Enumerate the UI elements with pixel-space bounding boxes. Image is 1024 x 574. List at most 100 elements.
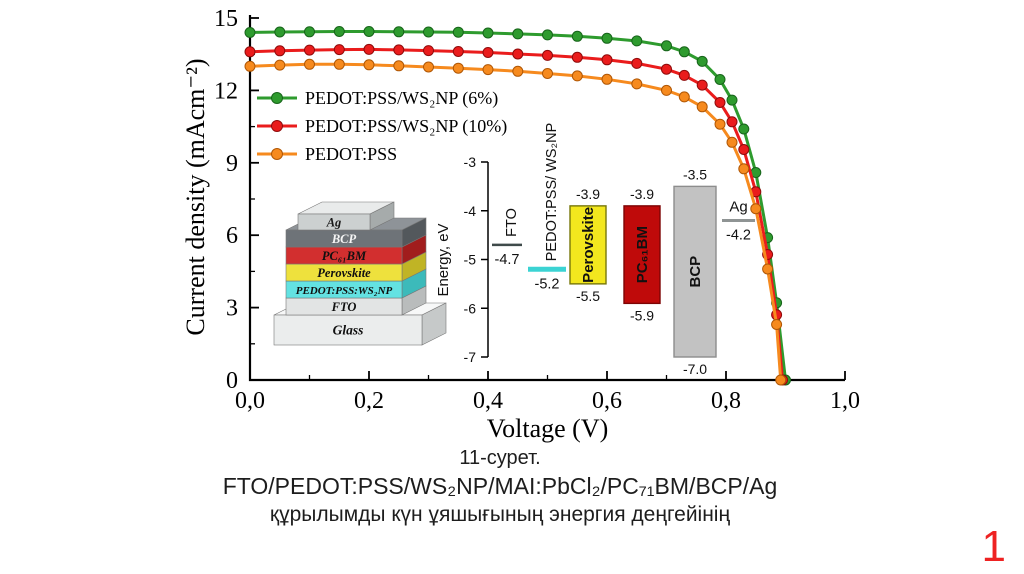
series-marker: [452, 46, 464, 57]
series-marker: [452, 26, 464, 38]
series-marker: [696, 55, 708, 67]
series-marker: [775, 374, 787, 386]
series-marker: [631, 35, 643, 47]
series-marker: [542, 68, 553, 79]
energy-value: -4.2: [726, 228, 751, 244]
series-marker: [244, 27, 256, 38]
energy-top-value: -3.5: [683, 166, 707, 182]
energy-bar-label: Perovskite: [580, 207, 597, 283]
legend-item: PEDOT:PSS/WS₂NP (6%): [256, 84, 507, 112]
series-marker: [738, 123, 750, 135]
series-marker: [714, 118, 726, 130]
series-marker: [452, 62, 464, 74]
series-marker: [542, 49, 553, 61]
series-marker: [750, 203, 762, 215]
series-marker: [738, 144, 750, 155]
series-marker: [601, 32, 613, 44]
energy-tick-label: -4: [464, 203, 477, 219]
x-tick-label: 0,4: [473, 388, 503, 414]
series-marker: [762, 263, 774, 275]
series-marker: [304, 44, 315, 56]
caption: 11-сурет. FTO/PEDOT:PSS/WS₂NP/MAI:PbCl₂/…: [0, 447, 1000, 527]
series-marker: [726, 116, 738, 128]
energy-tick-label: -7: [464, 349, 477, 365]
layer-label: FTO: [331, 300, 357, 314]
series-marker: [678, 91, 690, 103]
slide-number: 1: [981, 522, 1006, 571]
series-marker: [678, 69, 690, 81]
y-tick-label: 0: [226, 368, 238, 394]
series-marker: [571, 51, 583, 63]
x-tick-label: 0,0: [235, 388, 265, 414]
series-marker: [304, 58, 315, 70]
x-axis-title: Voltage (V): [486, 414, 609, 443]
energy-bar: [623, 205, 661, 305]
y-tick-label: 15: [214, 6, 238, 32]
energy-level-diagram: -3 -4 -5 -6 -7 Energy, eV -4.7 FTO -5.2 PEDOT:PSS…: [435, 123, 755, 377]
energy-bar-label: BCP: [687, 256, 704, 288]
series-marker: [423, 26, 434, 38]
series-marker: [244, 60, 256, 72]
series-marker: [661, 84, 672, 96]
x-tick-label: 0,8: [711, 388, 741, 414]
energy-item-label: FTO: [504, 208, 520, 237]
series-marker: [393, 60, 405, 72]
series-marker: [601, 54, 613, 66]
series-marker: [512, 65, 524, 77]
energy-bar: [569, 205, 607, 285]
series-marker: [363, 43, 375, 55]
x-tick-label: 0,2: [354, 388, 384, 414]
series-marker: [393, 26, 405, 38]
series-marker: [661, 63, 672, 75]
layer-front-face: [297, 213, 371, 231]
y-tick-label: 6: [226, 223, 238, 249]
device-structure-inset: Glass FTO PEDOT:PSS:WS₂NP Perovskite PC₆₁BM B…: [273, 201, 447, 346]
energy-bottom-value: -5.9: [630, 307, 654, 323]
layer-label: Glass: [333, 323, 364, 338]
energy-bar: [673, 185, 717, 358]
layer-label: PEDOT:PSS:WS₂NP: [296, 285, 393, 297]
series-marker: [333, 44, 345, 56]
series-marker: [274, 26, 286, 38]
series-marker-icon: [256, 146, 298, 162]
series-marker: [571, 70, 583, 82]
legend-label: PEDOT:PSS/WS₂NP (10%): [305, 115, 508, 136]
series-marker: [714, 74, 726, 85]
series-marker: [393, 44, 405, 56]
legend-label: PEDOT:PSS: [305, 143, 398, 164]
series-marker: [274, 59, 286, 71]
energy-tick-label: -6: [464, 300, 477, 316]
energy-top-value: -3.9: [576, 186, 600, 202]
energy-bottom-value: -7.0: [683, 361, 707, 377]
series-marker: [423, 45, 434, 57]
series-marker: [661, 40, 672, 52]
y-axis-title: Current density (mAcm⁻²): [181, 58, 210, 336]
energy-bottom-value: -5.5: [576, 288, 600, 304]
series-marker: [542, 29, 553, 41]
series-marker: [714, 97, 726, 108]
series-marker: [678, 46, 690, 58]
series-marker: [482, 27, 494, 39]
x-tick-label: 0,6: [592, 388, 622, 414]
caption-figure-number: 11-сурет.: [459, 447, 541, 469]
energy-tick-label: -3: [464, 154, 477, 170]
series-marker: [363, 59, 375, 71]
series-marker-icon: [256, 118, 298, 134]
series-marker: [363, 26, 375, 37]
series-marker: [726, 136, 738, 148]
y-tick-label: 9: [226, 151, 238, 177]
series-marker: [771, 319, 783, 330]
series-marker: [244, 46, 256, 58]
energy-bar-label: PC₆₁BM: [634, 226, 651, 283]
series-marker: [696, 101, 708, 113]
series-marker-icon: [256, 90, 298, 106]
series-marker: [512, 28, 524, 40]
series-marker: [696, 79, 708, 91]
series-marker: [333, 58, 345, 70]
layer-label: Perovskite: [317, 266, 371, 280]
series-marker: [631, 78, 643, 90]
series-marker: [274, 45, 286, 57]
series-marker: [571, 30, 583, 42]
energy-value: -5.2: [535, 276, 560, 292]
